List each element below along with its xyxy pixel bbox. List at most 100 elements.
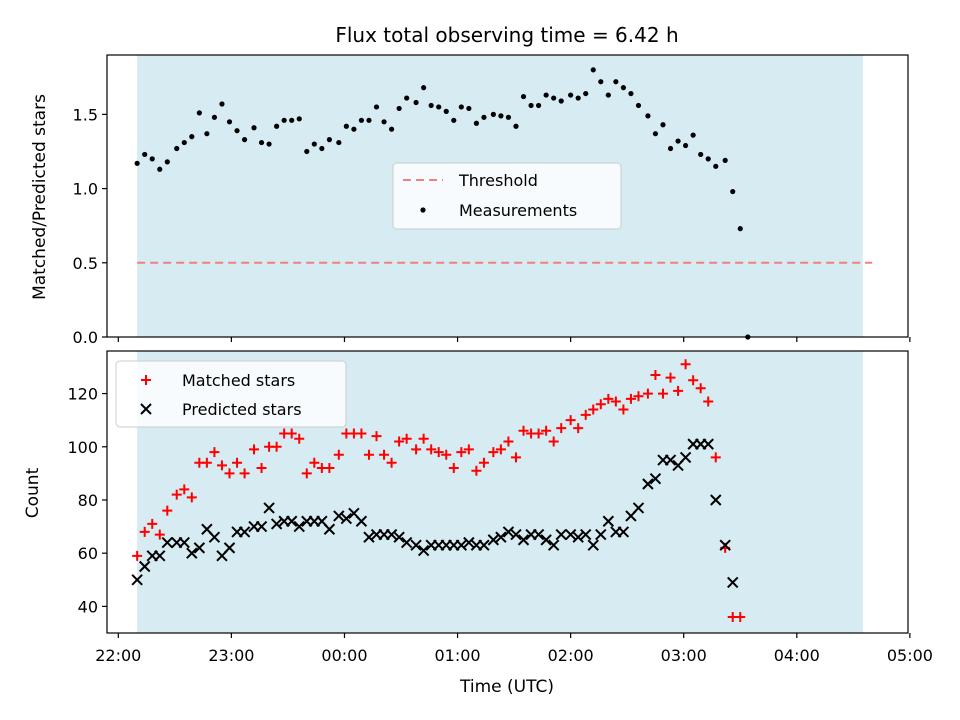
bottom-predicted-point xyxy=(632,502,645,514)
top-measurement-point xyxy=(274,123,280,129)
top-measurement-point xyxy=(558,98,564,104)
top-measurement-point xyxy=(730,188,736,195)
top-measurement-point xyxy=(211,114,218,120)
bottom-matched-point xyxy=(309,457,320,468)
bottom-y-axis-label: Count xyxy=(23,467,43,518)
bottom-predicted-point xyxy=(178,536,190,549)
top-legend-box xyxy=(392,162,622,230)
bottom-matched-point xyxy=(256,463,267,474)
top-y-axis-label: Matched/Predicted stars xyxy=(30,94,50,300)
top-measurement-point xyxy=(713,163,719,169)
top-measurement-point xyxy=(164,159,170,165)
chart-title: Flux total observing time = 6.42 h xyxy=(335,23,678,47)
bottom-y-tick-label: 40 xyxy=(78,597,98,616)
bottom-matched-point xyxy=(224,468,235,479)
bottom-matched-point xyxy=(201,457,212,468)
bottom-predicted-point xyxy=(463,536,475,549)
bottom-predicted-point xyxy=(580,528,592,541)
top-measurement-point xyxy=(598,79,604,85)
bottom-predicted-point xyxy=(719,539,731,551)
bottom-matched-point xyxy=(324,463,335,474)
bottom-matched-point xyxy=(471,465,482,476)
bottom-matched-point xyxy=(503,436,514,447)
predicted-legend-label: Predicted stars xyxy=(182,400,302,419)
bottom-matched-point xyxy=(710,452,721,463)
bottom-matched-point xyxy=(162,505,173,516)
top-measurement-point xyxy=(535,102,542,109)
top-measurement-point xyxy=(645,113,651,119)
top-measurement-point xyxy=(404,95,410,101)
predicted-legend-swatch xyxy=(140,403,152,415)
top-measurement-point xyxy=(351,126,357,132)
bottom-predicted-point xyxy=(572,531,584,543)
bottom-axes-frame xyxy=(106,350,909,634)
bottom-predicted-point xyxy=(502,526,515,538)
bottom-x-tick-label: 23:00 xyxy=(208,646,254,665)
top-measurement-point xyxy=(605,92,611,98)
bottom-matched-point xyxy=(533,428,544,439)
top-measurement-point xyxy=(319,145,325,152)
bottom-matched-point xyxy=(394,436,405,447)
top-measurement-point xyxy=(241,137,248,143)
bottom-matched-point xyxy=(441,449,452,460)
top-measurement-point xyxy=(490,111,496,117)
bottom-predicted-point xyxy=(193,542,206,554)
top-measurement-point xyxy=(473,120,480,126)
bottom-predicted-point xyxy=(564,528,577,541)
bottom-matched-point xyxy=(379,449,390,460)
top-measurement-point xyxy=(528,102,534,109)
bottom-legend-box xyxy=(115,360,347,428)
bottom-matched-point xyxy=(673,385,684,396)
bottom-matched-point xyxy=(573,423,584,434)
bottom-predicted-point xyxy=(679,451,692,464)
bottom-matched-point xyxy=(633,391,644,402)
top-measurement-point xyxy=(388,126,395,132)
top-axes-frame xyxy=(106,54,909,338)
bottom-matched-point xyxy=(249,444,260,455)
top-measurement-point xyxy=(590,67,596,73)
bottom-matched-point xyxy=(139,526,150,537)
top-measurement-point xyxy=(520,93,527,100)
top-measurement-point xyxy=(234,128,240,134)
bottom-matched-point xyxy=(209,447,220,458)
bottom-predicted-point xyxy=(223,542,236,554)
bottom-matched-point xyxy=(179,484,190,495)
bottom-x-tick-label: 02:00 xyxy=(548,646,594,665)
top-measurement-point xyxy=(575,95,581,101)
measurements-legend-swatch xyxy=(420,207,426,213)
bottom-predicted-point xyxy=(385,528,398,541)
bottom-predicted-point xyxy=(478,539,490,551)
bottom-matched-point xyxy=(657,388,668,399)
bottom-matched-point xyxy=(286,428,297,439)
bottom-matched-point xyxy=(216,460,227,471)
top-measurement-point xyxy=(174,145,180,152)
top-measurement-point xyxy=(466,105,472,112)
bottom-matched-point xyxy=(595,399,606,410)
top-measurement-point xyxy=(189,134,195,140)
bottom-matched-point xyxy=(510,452,521,463)
matched-legend-label: Matched stars xyxy=(182,371,295,390)
bottom-matched-point xyxy=(488,447,499,458)
top-measurement-point xyxy=(660,122,666,128)
top-measurement-point xyxy=(458,104,464,110)
bottom-matched-point xyxy=(650,369,661,380)
bottom-x-tick-label: 04:00 xyxy=(774,646,820,665)
bottom-predicted-point xyxy=(400,536,413,549)
bottom-y-tick-label: 60 xyxy=(78,544,98,563)
threshold-legend-label: Threshold xyxy=(458,171,538,190)
bottom-predicted-point xyxy=(555,528,567,541)
top-measurement-point xyxy=(613,79,619,85)
bottom-predicted-point xyxy=(131,574,143,586)
top-measurement-point xyxy=(343,123,349,129)
bottom-matched-point xyxy=(401,433,412,444)
bottom-predicted-point xyxy=(138,560,151,573)
bottom-predicted-point xyxy=(355,515,368,527)
bottom-predicted-point xyxy=(270,518,283,530)
bottom-x-tick-label: 05:00 xyxy=(887,646,933,665)
bottom-matched-point xyxy=(232,457,243,468)
top-y-tick-label: 1.5 xyxy=(73,105,98,124)
bottom-predicted-point xyxy=(495,531,507,543)
bottom-matched-point xyxy=(556,423,567,434)
bottom-matched-point xyxy=(386,457,397,468)
